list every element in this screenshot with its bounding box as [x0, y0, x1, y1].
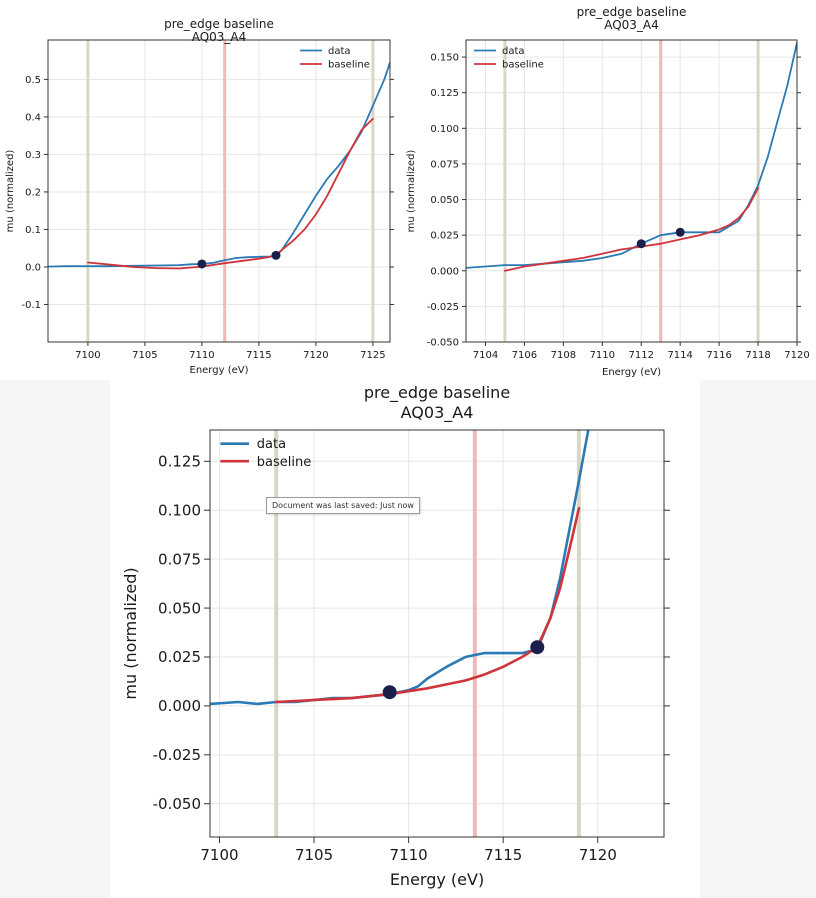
chart-subtitle: AQ03_A4	[192, 30, 247, 44]
baseline-fit-point	[382, 685, 397, 700]
y-tick-label: 0.100	[430, 124, 459, 135]
axes-frame	[465, 39, 798, 343]
series-line-data	[466, 41, 797, 269]
chart-2: 7104 7106 7108 7110 7112 7114 7116 7118 7120 -0.0…	[406, 5, 810, 378]
x-tick-label: 7110	[390, 846, 428, 864]
legend-label-baseline: baseline	[257, 455, 311, 470]
y-tick-label: 0.1	[25, 225, 41, 236]
y-tick-label: -0.1	[21, 300, 41, 311]
x-tick-label: 7125	[360, 350, 385, 361]
x-tick-label: 7110	[189, 350, 214, 361]
chart-panel-2: 7104 7106 7108 7110 7112 7114 7116 7118 7120 -0.0…	[400, 0, 816, 380]
y-axis-label: mu (normalized)	[121, 567, 140, 699]
legend: data baseline	[220, 437, 311, 470]
series-line-data	[210, 430, 590, 706]
y-tick-label: -0.050	[427, 338, 459, 349]
y-tick-label: 0.100	[158, 501, 201, 519]
series-line-baseline	[87, 117, 374, 270]
y-tick-label: 0.0	[25, 262, 41, 273]
series-line-baseline	[274, 507, 581, 704]
y-tick-label: 0.2	[25, 187, 41, 198]
legend-label-baseline: baseline	[328, 60, 370, 71]
legend-label-data: data	[257, 437, 286, 452]
y-tick-label: -0.025	[427, 302, 459, 313]
chart-panel-3: 7100 7105 7110 7115 7120 -0.050 -0.025 0.000 0.0…	[110, 380, 700, 898]
x-tick-label: 7105	[132, 350, 157, 361]
chart-title: pre_edge baseline	[164, 17, 274, 31]
y-tick-label: 0.3	[25, 150, 41, 161]
x-tick-label: 7108	[551, 350, 576, 361]
y-tick-label: 0.050	[430, 195, 459, 206]
x-tick-label: 7100	[200, 846, 238, 864]
gridlines	[466, 40, 798, 343]
y-axis-label: mu (normalized)	[5, 150, 16, 233]
save-status-tooltip: Document was last saved: Just now	[266, 497, 420, 514]
legend: data baseline	[474, 46, 544, 71]
baseline-fit-point	[271, 250, 281, 260]
series-line-data	[48, 61, 390, 268]
axes-frame	[209, 429, 665, 838]
legend-label-data: data	[328, 46, 351, 57]
y-tick-label: 0.025	[158, 648, 201, 666]
y-tick-label: 0.150	[430, 53, 459, 64]
series-line-baseline	[504, 187, 760, 272]
x-tick-label: 7120	[579, 846, 617, 864]
gridlines	[210, 430, 664, 837]
y-tick-label: -0.025	[153, 746, 201, 764]
baseline-fit-point	[197, 259, 207, 269]
legend-label-baseline: baseline	[502, 60, 544, 71]
x-tick-label: 7118	[745, 350, 770, 361]
chart-3: 7100 7105 7110 7115 7120 -0.050 -0.025 0.000 0.0…	[121, 383, 670, 889]
y-axis-label: mu (normalized)	[406, 150, 417, 233]
baseline-fit-point	[636, 239, 646, 249]
y-tick-label: 0.000	[158, 697, 201, 715]
y-tick-label: 0.050	[158, 599, 201, 617]
x-tick-label: 7105	[295, 846, 333, 864]
gridlines	[48, 40, 390, 342]
chart-panel-1: 7100 7105 7110 7115 7120 7125 -0.1 0.0 0.1 0.2 0.3…	[0, 0, 400, 380]
x-axis-label: Energy (eV)	[390, 870, 484, 889]
x-axis-label: Energy (eV)	[190, 365, 249, 376]
x-tick-label: 7114	[667, 350, 692, 361]
y-tick-label: 0.075	[430, 159, 459, 170]
axes-frame	[47, 39, 391, 343]
x-tick-label: 7100	[75, 350, 100, 361]
chart-1: 7100 7105 7110 7115 7120 7125 -0.1 0.0 0.1 0.2 0.3…	[5, 17, 394, 376]
x-tick-label: 7115	[484, 846, 522, 864]
chart-subtitle: AQ03_A4	[401, 403, 474, 423]
x-tick-label: 7112	[629, 350, 654, 361]
x-tick-label: 7120	[303, 350, 328, 361]
baseline-fit-point	[675, 227, 685, 237]
plot-area	[466, 40, 797, 342]
x-tick-label: 7110	[590, 350, 615, 361]
chart-title: pre_edge baseline	[364, 383, 510, 403]
x-tick-label: 7120	[784, 350, 809, 361]
x-axis-label: Energy (eV)	[602, 367, 661, 378]
y-tick-label: 0.125	[430, 88, 459, 99]
legend: data baseline	[300, 46, 370, 71]
legend-label-data: data	[502, 46, 525, 57]
x-tick-label: 7116	[706, 350, 731, 361]
y-tick-label: 0.075	[158, 550, 201, 568]
x-tick-label: 7106	[512, 350, 537, 361]
y-tick-label: 0.5	[25, 75, 41, 86]
y-tick-label: -0.050	[153, 795, 201, 813]
y-tick-label: 0.4	[25, 112, 41, 123]
y-tick-label: 0.125	[158, 453, 201, 471]
x-tick-label: 7104	[473, 350, 498, 361]
y-tick-label: 0.000	[430, 266, 459, 277]
plot-area	[48, 40, 390, 342]
chart-subtitle: AQ03_A4	[604, 18, 659, 32]
chart-title: pre_edge baseline	[577, 5, 687, 19]
x-tick-label: 7115	[246, 350, 271, 361]
plot-area	[210, 430, 590, 837]
baseline-fit-point	[530, 640, 545, 655]
y-tick-label: 0.025	[430, 231, 459, 242]
